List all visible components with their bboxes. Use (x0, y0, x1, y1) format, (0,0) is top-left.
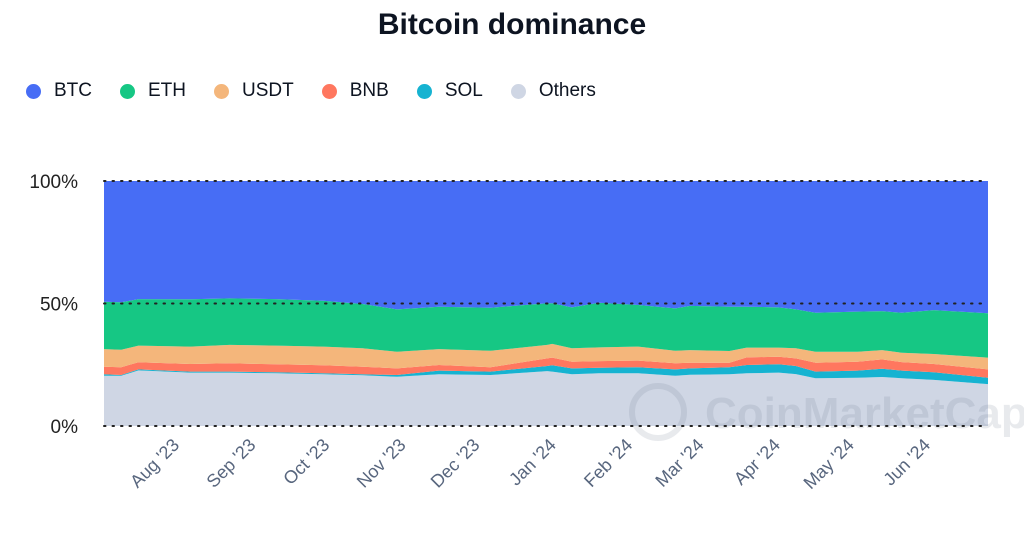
y-tick-label: 50% (40, 295, 78, 316)
legend-label: BTC (54, 80, 92, 101)
legend-label: Others (538, 80, 596, 101)
legend-item-bnb[interactable]: BNB (321, 80, 389, 102)
legend-item-sol[interactable]: SOL (416, 80, 483, 102)
legend-dot-icon (416, 83, 432, 99)
watermark-text: CoinMarketCap (705, 389, 1024, 438)
x-tick-label: Aug '23 (126, 435, 183, 492)
x-tick-label: Oct '23 (279, 435, 333, 489)
legend-item-btc[interactable]: BTC (26, 80, 92, 102)
y-tick-label: 0% (51, 417, 79, 438)
coinmarketcap-watermark: CoinMarketCap (629, 383, 1024, 441)
x-tick-label: Nov '23 (353, 435, 410, 492)
legend-item-usdt[interactable]: USDT (214, 80, 294, 102)
x-tick-label: May '24 (800, 435, 858, 493)
x-tick-label: Feb '24 (580, 435, 636, 491)
watermark-logo-icon (629, 383, 687, 441)
y-tick-label: 100% (29, 172, 78, 193)
area-btc (104, 181, 988, 314)
x-tick-label: Mar '24 (651, 435, 707, 491)
x-tick-label: Jan '24 (505, 435, 560, 490)
legend-label: SOL (444, 80, 483, 101)
legend-label: USDT (242, 80, 294, 101)
legend-item-others[interactable]: Others (510, 80, 596, 102)
legend-label: BNB (349, 80, 389, 101)
chart-title: Bitcoin dominance (377, 8, 647, 41)
legend-dot-icon (26, 83, 41, 99)
area-usdt (104, 343, 988, 370)
area-sol (104, 364, 988, 385)
area-eth (104, 298, 988, 358)
legend-dot-icon (510, 83, 526, 99)
legend-dot-icon (120, 83, 135, 99)
x-tick-label: Sep '23 (203, 435, 260, 492)
legend-dot-icon (321, 83, 337, 99)
legend-dot-icon (214, 83, 229, 99)
legend: BTC ETH USDT BNB SOL Others (26, 80, 624, 102)
legend-item-eth[interactable]: ETH (120, 80, 186, 102)
x-tick-label: Dec '23 (427, 435, 484, 492)
x-tick-label: Apr '24 (730, 435, 784, 489)
area-others (104, 370, 988, 426)
area-bnb (104, 356, 988, 378)
x-tick-label: Jun '24 (879, 435, 934, 490)
legend-label: ETH (148, 80, 186, 101)
